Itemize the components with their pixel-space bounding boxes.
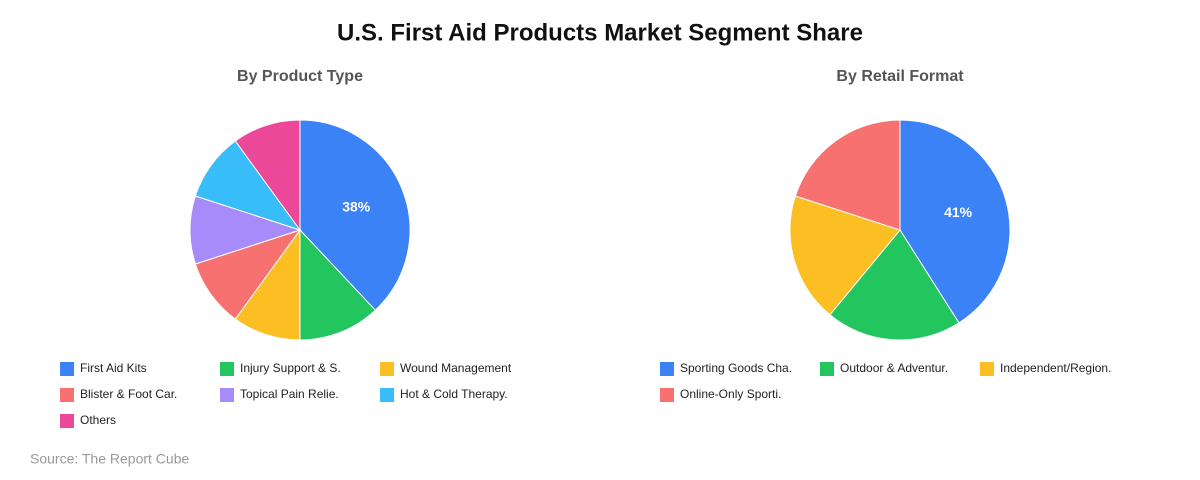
legend-label: Blister & Foot Car.: [80, 387, 177, 401]
page-title: U.S. First Aid Products Market Segment S…: [337, 19, 863, 46]
legend-label: Wound Management: [400, 361, 512, 375]
pie-slice: [299, 119, 411, 311]
pie-slice: [789, 195, 901, 316]
slice-label: 41%: [944, 204, 973, 220]
legend-label: Others: [80, 413, 116, 427]
legend-swatch: [380, 388, 394, 402]
legend-swatch: [220, 388, 234, 402]
pie-slice: [829, 229, 960, 341]
chart-subtitle: By Retail Format: [836, 68, 964, 85]
legend-label: Independent/Region.: [1000, 361, 1111, 375]
legend-label: First Aid Kits: [80, 361, 147, 375]
legend-swatch: [660, 388, 674, 402]
pie-slice: [899, 119, 1011, 324]
legend-swatch: [60, 414, 74, 428]
source: Source: The Report Cube: [30, 451, 189, 467]
pie-slice: [299, 228, 377, 341]
legend-swatch: [60, 362, 74, 376]
legend-swatch: [820, 362, 834, 376]
legend-label: Sporting Goods Cha.: [680, 361, 792, 375]
legend-swatch: [60, 388, 74, 402]
legend-swatch: [980, 362, 994, 376]
pie-slice: [234, 119, 301, 232]
legend-label: Topical Pain Relie.: [240, 387, 339, 401]
slice-label: 38%: [342, 198, 371, 214]
legend-label: Injury Support & S.: [240, 361, 341, 375]
legend-swatch: [660, 362, 674, 376]
legend-swatch: [380, 362, 394, 376]
pie-slice: [794, 119, 901, 231]
chart-subtitle: By Product Type: [237, 68, 363, 85]
legend-label: Online-Only Sporti.: [680, 387, 781, 401]
legend-swatch: [220, 362, 234, 376]
legend-label: Hot & Cold Therapy.: [400, 387, 508, 401]
legend-label: Outdoor & Adventur.: [840, 361, 948, 375]
